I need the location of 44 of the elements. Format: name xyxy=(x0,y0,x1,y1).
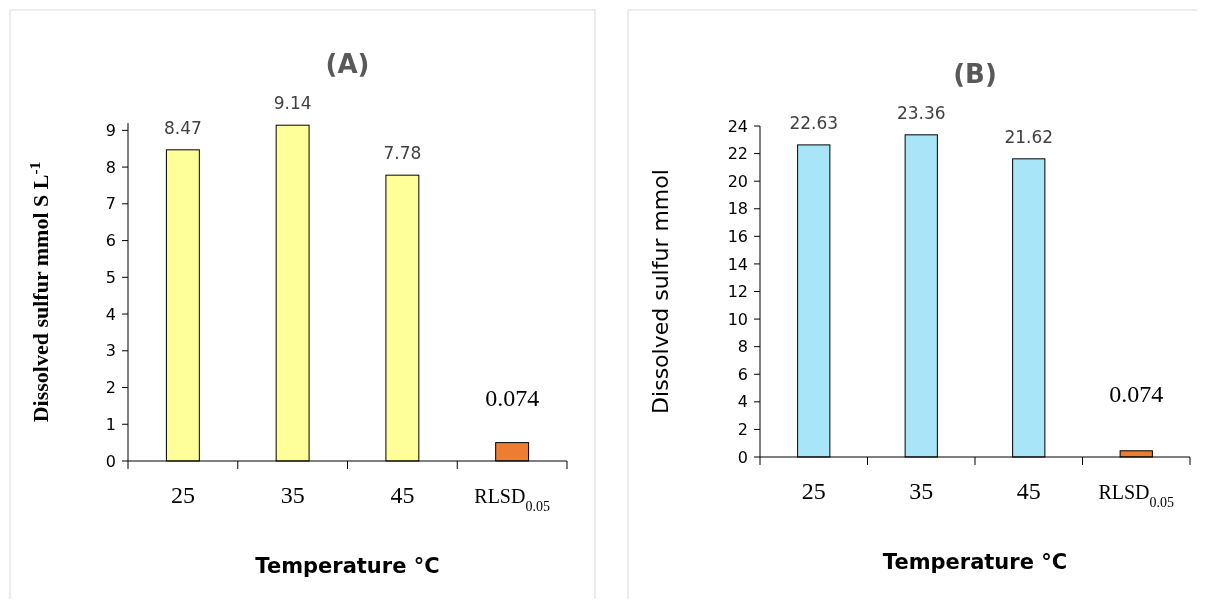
y-tick-label: 0 xyxy=(105,451,116,471)
x-tick-label: 25 xyxy=(170,482,195,508)
y-tick-label: 2 xyxy=(737,420,748,440)
annotation: 0.074 xyxy=(485,385,540,411)
y-tick-label: 8 xyxy=(737,337,748,357)
y-tick-label: 20 xyxy=(727,171,748,191)
annotation: 0.074 xyxy=(1109,381,1164,407)
y-tick-label: 7 xyxy=(105,194,116,214)
y-tick-label: 14 xyxy=(727,254,748,274)
y-tick-label: 24 xyxy=(727,116,748,136)
data-label: 8.47 xyxy=(163,117,202,138)
x-tick-label: RLSD$_{0.05}$ xyxy=(474,485,550,514)
y-tick-label: 8 xyxy=(105,157,116,177)
chart-title: (B) xyxy=(953,59,997,89)
x-tick-label: 35 xyxy=(909,478,934,504)
y-tick-label: 9 xyxy=(105,120,116,140)
x-axis-title: Temperature °C xyxy=(255,554,440,578)
x-tick-label: 45 xyxy=(1016,478,1041,504)
y-tick-label: 10 xyxy=(727,309,748,329)
y-tick-label: 5 xyxy=(105,267,116,287)
x-axis-title: Temperature °C xyxy=(882,550,1068,574)
y-tick-label: 3 xyxy=(105,341,116,361)
y-tick-label: 18 xyxy=(727,199,748,219)
data-label: 23.36 xyxy=(896,102,946,123)
data-label: 9.14 xyxy=(273,93,312,114)
y-tick-label: 6 xyxy=(737,364,748,384)
y-tick-label: 1 xyxy=(105,414,116,434)
y-tick-label: 4 xyxy=(737,392,748,412)
y-axis-title: Dissolved sulfur mmol xyxy=(648,169,673,414)
x-tick-label: 45 xyxy=(390,482,415,508)
x-tick-label: RLSD$_{0.05}$ xyxy=(1098,481,1175,510)
chart-title: (A) xyxy=(325,49,370,79)
y-tick-label: 6 xyxy=(105,231,116,251)
y-tick-label: 4 xyxy=(105,304,116,324)
data-label: 7.78 xyxy=(383,143,422,164)
y-tick-label: 0 xyxy=(737,447,748,467)
y-tick-label: 22 xyxy=(727,144,748,164)
y-tick-label: 16 xyxy=(727,226,748,246)
data-label: 21.62 xyxy=(1004,126,1054,147)
x-tick-label: 35 xyxy=(280,482,305,508)
data-label: 22.63 xyxy=(789,112,839,133)
y-tick-label: 2 xyxy=(105,378,116,398)
x-tick-label: 25 xyxy=(801,478,826,504)
y-tick-label: 12 xyxy=(727,282,748,302)
